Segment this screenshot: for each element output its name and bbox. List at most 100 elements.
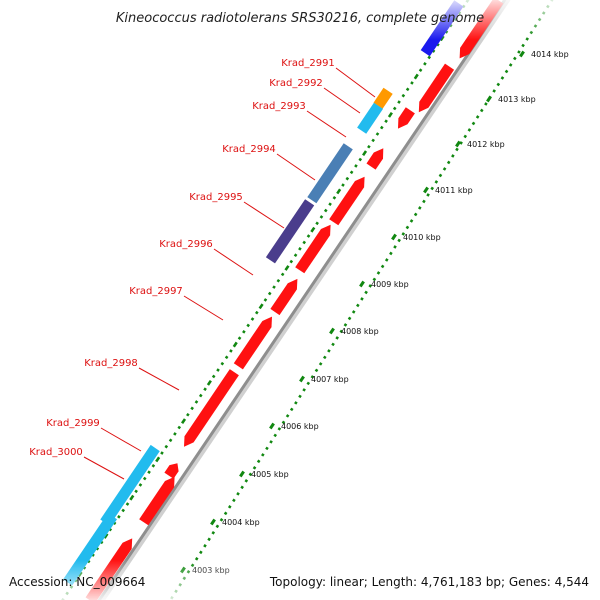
upper-tick-dot xyxy=(392,106,397,111)
gene-label-krad-2995[interactable]: Krad_2995 xyxy=(189,192,243,203)
lower-tick-dot xyxy=(232,498,236,503)
gene-label-krad-2999[interactable]: Krad_2999 xyxy=(46,418,100,429)
upper-tick-dot xyxy=(242,329,246,334)
gene-reverse[interactable] xyxy=(329,176,365,226)
top-fade xyxy=(0,0,600,40)
lower-tick-dot xyxy=(401,232,406,236)
kbp-label: 4009 kbp xyxy=(371,280,409,289)
lower-tick-dot xyxy=(484,102,488,106)
upper-tick-dot xyxy=(315,221,319,226)
lower-tick-dot xyxy=(236,492,240,496)
lower-tick-dot xyxy=(438,173,443,178)
lower-tick-dot xyxy=(298,394,302,399)
gene-forward[interactable] xyxy=(418,63,455,113)
gene-forward[interactable] xyxy=(398,107,415,129)
lower-tick-dot xyxy=(368,284,373,288)
lower-tick-dot xyxy=(513,56,517,61)
lower-tick-dot xyxy=(508,63,513,67)
kbp-major-tick xyxy=(329,327,335,335)
gene-cyan-block-lower[interactable] xyxy=(100,444,160,526)
lower-tick-dot xyxy=(475,115,480,119)
lower-tick-dot xyxy=(331,342,335,347)
gene-label-krad-2997[interactable]: Krad_2997 xyxy=(129,286,183,297)
gene-label-krad-2994[interactable]: Krad_2994 xyxy=(222,144,276,155)
upper-tick-dot xyxy=(246,323,250,328)
upper-tick-dot xyxy=(190,406,194,411)
upper-tick-dot xyxy=(151,463,156,468)
upper-tick-dot xyxy=(267,291,272,296)
lower-tick-dot xyxy=(343,323,348,327)
upper-tick-dot xyxy=(117,515,121,519)
upper-tick-dot xyxy=(134,489,138,494)
lower-tick-dot xyxy=(327,349,331,353)
lower-tick-dot xyxy=(463,134,468,139)
lower-tick-dot xyxy=(306,381,311,386)
label-leader-line xyxy=(335,67,376,98)
gene-reverse[interactable] xyxy=(366,148,384,170)
gene-label-krad-3000[interactable]: Krad_3000 xyxy=(29,447,83,458)
lower-tick-dot xyxy=(310,375,315,379)
upper-tick-dot xyxy=(203,387,207,392)
upper-tick-dot xyxy=(427,55,432,60)
upper-tick-dot xyxy=(160,451,164,455)
upper-tick-dot xyxy=(224,355,229,360)
gene-reverse[interactable] xyxy=(233,316,272,370)
upper-tick-dot xyxy=(328,202,332,206)
gene-steel-block[interactable] xyxy=(307,143,353,204)
backbone xyxy=(97,0,507,600)
gene-reverse[interactable] xyxy=(164,463,179,479)
gene-reverse[interactable] xyxy=(270,278,298,316)
gene-features xyxy=(63,0,504,600)
genome-summary: Topology: linear; Length: 4,761,183 bp; … xyxy=(269,575,589,589)
upper-tick-dot xyxy=(410,81,414,85)
upper-tick-dot xyxy=(405,87,410,92)
lower-tick-dot xyxy=(397,238,401,243)
lower-tick-dot xyxy=(294,401,298,405)
gene-label-krad-2993[interactable]: Krad_2993 xyxy=(252,101,306,112)
lower-tick-dot xyxy=(339,329,344,334)
kbp-major-tick xyxy=(519,50,525,58)
gene-label-krad-2991[interactable]: Krad_2991 xyxy=(281,58,335,69)
kbp-major-tick xyxy=(391,233,397,241)
label-leader-line xyxy=(306,110,347,138)
lower-tick-dot xyxy=(389,251,393,256)
upper-tick-dot xyxy=(112,521,117,526)
upper-tick-dot xyxy=(436,42,440,47)
kbp-label: 4008 kbp xyxy=(341,327,379,336)
kbp-major-tick xyxy=(359,280,365,288)
lower-tick-dot xyxy=(504,69,509,74)
gene-cyan-block[interactable] xyxy=(357,102,383,134)
gene-label-krad-2992[interactable]: Krad_2992 xyxy=(269,78,323,89)
upper-tick-dot xyxy=(293,253,298,258)
upper-tick-dot xyxy=(349,170,354,175)
gene-label-krad-2996[interactable]: Krad_2996 xyxy=(159,239,213,250)
upper-tick-dot xyxy=(211,374,216,379)
lower-tick-dot xyxy=(405,225,410,230)
gene-forward[interactable] xyxy=(184,369,239,447)
upper-tick-dot xyxy=(371,138,375,143)
upper-tick-dot xyxy=(254,310,259,315)
upper-tick-dot xyxy=(168,438,173,443)
upper-tick-dot xyxy=(431,49,436,53)
gene-reverse[interactable] xyxy=(139,476,175,526)
lower-tick-dot xyxy=(277,427,282,431)
label-leader-line xyxy=(243,201,285,229)
label-leader-line xyxy=(100,427,142,452)
lower-tick-dot xyxy=(426,193,430,197)
lower-tick-dot xyxy=(194,557,199,561)
gene-purple-block[interactable] xyxy=(265,199,315,264)
upper-tick-dot xyxy=(108,527,113,532)
gene-reverse[interactable] xyxy=(295,224,331,274)
kbp-major-tick xyxy=(299,375,305,383)
upper-tick-dot xyxy=(147,470,151,474)
upper-tick-dot xyxy=(186,412,190,417)
label-leaders xyxy=(83,67,376,480)
gene-orange-block[interactable] xyxy=(373,87,393,109)
lower-tick-dot xyxy=(356,303,360,308)
lower-tick-dot xyxy=(244,479,249,483)
lower-tick-dot xyxy=(240,485,244,490)
lower-tick-dot xyxy=(252,466,257,470)
gene-label-krad-2998[interactable]: Krad_2998 xyxy=(84,358,138,369)
lower-tick-dot xyxy=(413,212,418,217)
upper-tick-dot xyxy=(413,73,419,80)
